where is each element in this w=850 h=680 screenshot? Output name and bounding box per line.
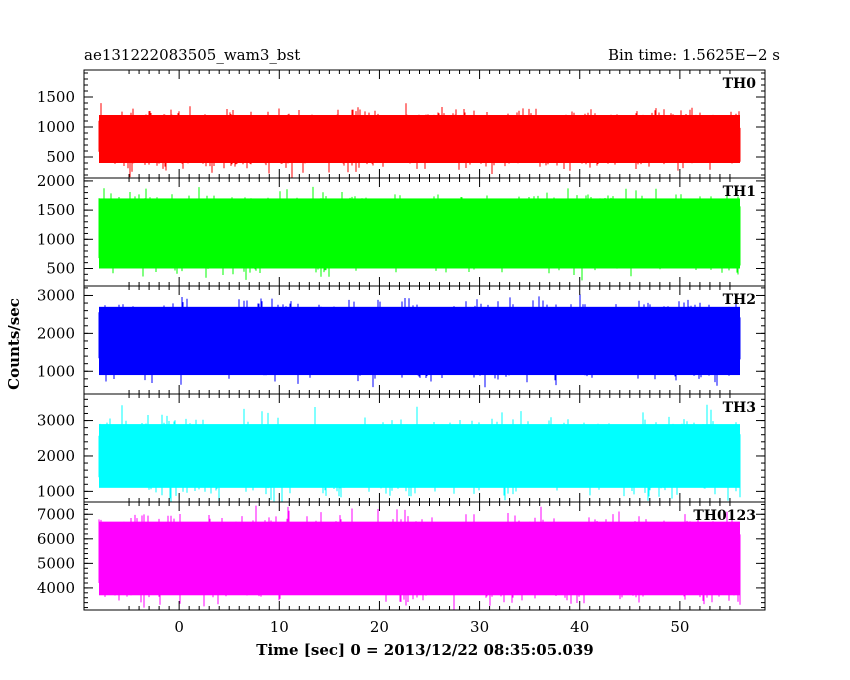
y-tick-label: 500 <box>46 259 75 277</box>
plot-area: 50010001500TH0500100015002000TH110002000… <box>37 69 766 636</box>
series-line-th0123 <box>98 505 741 610</box>
x-tick-label: 40 <box>570 618 589 636</box>
y-tick-label: 1000 <box>37 118 75 136</box>
panel-th3: 1000 2000 3000 TH3 <box>37 393 766 503</box>
series-line-th1 <box>98 186 741 281</box>
panel-th2: 1000 2000 3000 TH2 <box>37 285 766 395</box>
y-tick-label: 7000 <box>37 505 75 523</box>
y-tick-label: 5000 <box>37 554 75 572</box>
panel-th0123: 4000 5000 6000 7000 TH0123 <box>37 501 766 611</box>
panel-th0: 500 1000 1500 TH0 <box>37 69 766 179</box>
panel-label-th0123: TH0123 <box>693 508 756 524</box>
y-tick-label: 2000 <box>37 172 75 190</box>
panel-frame <box>83 501 766 611</box>
y-axis-label: Counts/sec <box>5 298 23 390</box>
series-line-th3 <box>98 404 741 502</box>
chart-title-right: Bin time: 1.5625E−2 s <box>608 46 780 64</box>
y-tick-label: 1500 <box>37 88 75 106</box>
x-tick-label: 30 <box>470 618 489 636</box>
y-tick-label: 1000 <box>37 230 75 248</box>
series-line-th2 <box>98 294 741 388</box>
series-line-th0 <box>98 103 741 178</box>
panel-th1: 500 1000 1500 2000 TH1 <box>37 172 766 287</box>
y-tick-label: 1500 <box>37 201 75 219</box>
chart-title-left: ae131222083505_wam3_bst <box>84 46 300 64</box>
y-tick-label: 1000 <box>37 362 75 380</box>
y-tick-label: 4000 <box>37 579 75 597</box>
y-tick-label: 3000 <box>37 286 75 304</box>
y-tick-label: 6000 <box>37 530 75 548</box>
panel-label-th0: TH0 <box>723 76 757 92</box>
y-tick-label: 1000 <box>37 482 75 500</box>
x-tick-label: 10 <box>270 618 289 636</box>
y-tick-label: 2000 <box>37 447 75 465</box>
x-tick-label: 50 <box>670 618 689 636</box>
x-tick-label: 0 <box>174 618 184 636</box>
x-tick-label: 20 <box>370 618 389 636</box>
x-axis-label: Time [sec] 0 = 2013/12/22 08:35:05.039 <box>256 641 593 659</box>
panel-label-th3: TH3 <box>723 400 756 416</box>
y-tick-label: 3000 <box>37 412 75 430</box>
panel-label-th2: TH2 <box>723 292 756 308</box>
panel-label-th1: TH1 <box>723 184 756 200</box>
y-tick-label: 500 <box>46 148 75 166</box>
y-tick-label: 2000 <box>37 324 75 342</box>
